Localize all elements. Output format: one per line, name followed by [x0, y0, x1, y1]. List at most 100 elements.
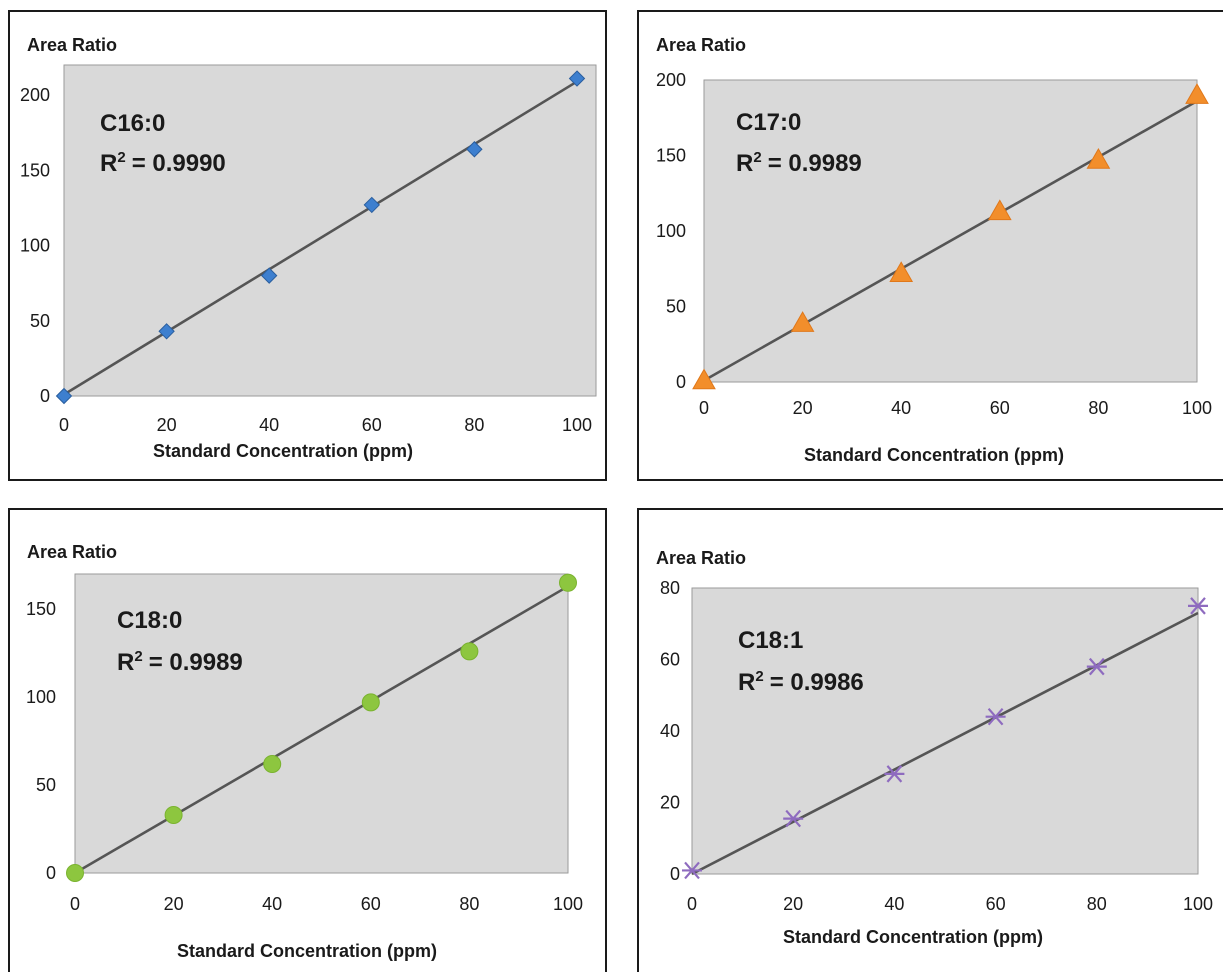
y-tick-labels: 0 50 100 150: [26, 599, 56, 883]
x-tick-label: 80: [459, 894, 479, 914]
data-point: [460, 642, 479, 661]
r-squared-label: R2 = 0.9986: [738, 668, 864, 696]
y-tick-label: 100: [656, 221, 686, 241]
y-tick-label: 0: [670, 864, 680, 884]
y-tick-label: 50: [30, 311, 50, 331]
data-point: [692, 368, 716, 390]
plot-area: [74, 573, 569, 874]
x-tick-label: 80: [1088, 398, 1108, 418]
y-tick-label: 150: [20, 160, 50, 180]
x-tick-label: 0: [59, 415, 69, 435]
y-tick-label: 150: [656, 146, 686, 166]
data-point: [790, 311, 815, 332]
data-point: [1188, 597, 1208, 615]
data-point: [568, 70, 586, 87]
x-tick-label: 60: [990, 398, 1010, 418]
y-tick-label: 40: [660, 721, 680, 741]
x-axis-title: Standard Concentration (ppm): [177, 941, 437, 961]
x-tick-label: 40: [891, 398, 911, 418]
x-tick-label: 0: [699, 398, 709, 418]
data-point: [361, 693, 380, 712]
x-tick-label: 60: [986, 894, 1006, 914]
data-points: [66, 573, 577, 882]
y-axis-title: Area Ratio: [27, 542, 117, 562]
fit-line-group: [703, 100, 1198, 382]
data-point: [559, 573, 577, 592]
data-points: [682, 597, 1208, 880]
x-tick-label: 40: [262, 894, 282, 914]
trend-line: [63, 80, 578, 396]
data-point: [985, 707, 1006, 726]
y-tick-label: 100: [26, 687, 56, 707]
compound-label: C18:1: [738, 627, 803, 654]
x-tick-label: 40: [884, 894, 904, 914]
y-tick-label: 100: [20, 236, 50, 256]
data-point: [55, 387, 73, 405]
x-tick-labels: 0 20 40 60 80 100: [699, 398, 1212, 418]
x-tick-label: 80: [1087, 894, 1107, 914]
x-tick-label: 40: [259, 415, 279, 435]
y-axis-title: Area Ratio: [27, 35, 117, 55]
x-axis-title: Standard Concentration (ppm): [153, 441, 413, 461]
data-point: [263, 754, 282, 773]
x-tick-label: 0: [687, 894, 697, 914]
chart-panel-c18-1: Area Ratio Standard Concentration (ppm) …: [637, 508, 1223, 977]
r-squared-label: R2 = 0.9990: [100, 149, 226, 177]
compound-label: C17:0: [736, 109, 801, 136]
x-tick-label: 20: [793, 398, 813, 418]
y-tick-label: 20: [660, 793, 680, 813]
y-tick-label: 150: [26, 599, 56, 619]
x-tick-label: 100: [553, 894, 583, 914]
data-point: [889, 261, 914, 283]
data-point: [783, 809, 804, 828]
y-tick-label: 80: [660, 578, 680, 598]
y-tick-label: 50: [36, 775, 56, 795]
data-point: [66, 864, 84, 882]
fit-line-group: [63, 80, 578, 396]
data-point: [1086, 657, 1107, 676]
compound-label: C16:0: [100, 110, 165, 137]
trend-line: [74, 585, 569, 875]
x-tick-label: 100: [562, 415, 592, 435]
fit-line-group: [691, 611, 1199, 876]
x-tick-labels: 0 20 40 60 80 100: [59, 415, 592, 435]
y-tick-label: 50: [666, 297, 686, 317]
x-tick-label: 100: [1183, 894, 1213, 914]
data-point: [1086, 148, 1111, 169]
trend-line: [703, 100, 1198, 382]
data-point: [1185, 83, 1209, 104]
y-axis-title: Area Ratio: [656, 35, 746, 55]
y-tick-labels: 0 20 40 60 80: [660, 578, 680, 884]
chart-panel-c16-0: Area Ratio Standard Concentration (ppm) …: [8, 10, 607, 481]
data-points: [692, 83, 1209, 390]
plot-area: [703, 79, 1198, 383]
y-axis-title: Area Ratio: [656, 548, 746, 568]
y-tick-label: 0: [40, 386, 50, 406]
y-tick-label: 200: [20, 85, 50, 105]
x-tick-label: 60: [361, 894, 381, 914]
y-tick-label: 60: [660, 650, 680, 670]
compound-label: C18:0: [117, 607, 182, 634]
x-tick-label: 80: [464, 415, 484, 435]
y-tick-labels: 0 50 100 150 200: [656, 70, 686, 392]
trend-line: [691, 611, 1199, 876]
x-axis-title: Standard Concentration (ppm): [804, 445, 1064, 465]
x-tick-label: 0: [70, 894, 80, 914]
y-tick-label: 0: [676, 372, 686, 392]
data-point: [164, 805, 183, 824]
x-tick-label: 20: [164, 894, 184, 914]
fit-line-group: [74, 585, 569, 875]
data-point: [884, 765, 905, 783]
plot-area: [691, 587, 1199, 875]
data-point: [682, 861, 702, 880]
data-point: [466, 141, 483, 158]
data-points: [55, 70, 586, 405]
y-tick-labels: 0 50 100 150 200: [20, 85, 50, 406]
data-point: [158, 323, 175, 340]
x-tick-label: 20: [157, 415, 177, 435]
x-axis-title: Standard Concentration (ppm): [783, 927, 1043, 947]
r-squared-label: R2 = 0.9989: [736, 149, 862, 177]
x-tick-label: 60: [362, 415, 382, 435]
data-point: [987, 199, 1012, 221]
